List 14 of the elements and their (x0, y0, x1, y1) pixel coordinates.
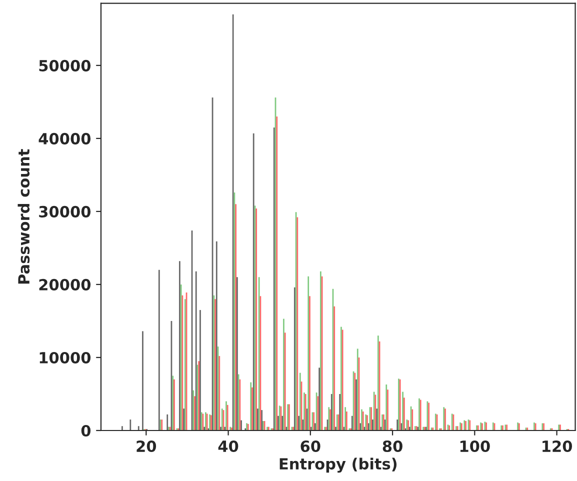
y-tick-label: 0 (81, 424, 91, 437)
x-axis-title: Entropy (bits) (280, 458, 397, 473)
x-tick-label: 100 (460, 440, 490, 452)
x-tick-label: 80 (382, 440, 402, 452)
x-tick-label: 120 (542, 440, 572, 452)
y-tick-label: 20000 (39, 278, 91, 290)
y-tick-label: 40000 (38, 132, 91, 144)
y-tick-label: 50000 (39, 60, 91, 72)
y-tick-label: 30000 (39, 206, 91, 218)
y-tick-label: 10000 (40, 352, 91, 364)
x-tick-label: 20 (136, 440, 156, 452)
x-tick-label: 40 (218, 440, 238, 452)
y-axis-title: Password count (18, 149, 30, 284)
x-tick-label: 60 (300, 440, 320, 452)
